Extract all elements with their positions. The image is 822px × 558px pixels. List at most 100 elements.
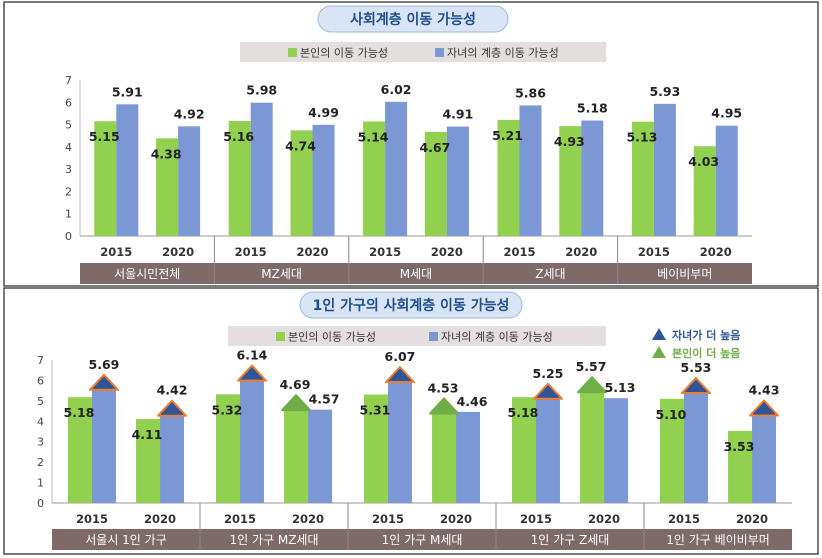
data-label-child: 5.91 [112,84,143,99]
data-label-self: 5.13 [626,130,657,145]
category-group: 1인 가구 MZ세대 5.32 6.14 2015 4.694.57 2020 [199,348,348,550]
x-tick-label: 2020 [440,512,472,526]
y-tick-label: 3 [37,436,44,449]
category-band [200,529,348,550]
category-label: M세대 [400,267,432,281]
bar-child [604,398,629,503]
y-tick-label: 4 [65,141,72,154]
bar-child [312,124,335,236]
category-label: 1인 가구 베이비부머 [666,533,770,547]
x-tick-label: 2015 [369,245,401,259]
marker-self-higher [281,394,312,412]
legend-child-label: 자녀의 계층 이동 가능성 [447,47,559,60]
category-band [80,263,215,284]
x-tick-label: 2020 [565,245,597,259]
category-group: 서울시 1인 가구 5.18 5.69 2015 4.11 4.42 2020 [52,357,200,550]
x-tick-label: 2020 [292,512,324,526]
bar-self [284,407,309,503]
bar-child [752,412,777,503]
x-tick-label: 2015 [100,245,132,259]
marker-child-higher [532,382,563,400]
data-label-child: 6.14 [237,348,268,363]
bar-self [67,397,92,503]
category-group: 서울시민전체 5.15 5.91 2015 4.38 4.92 2020 [80,84,215,284]
bar-self [94,121,117,236]
data-label-child: 5.25 [533,366,564,381]
bar-child [308,409,333,503]
legend-box [228,326,606,346]
y-tick-label: 6 [65,96,72,109]
category-group: 1인 가구 M세대 5.31 6.07 2015 4.534.46 2020 [347,349,496,550]
category-group: 1인 가구 베이비부머 5.10 5.53 2015 3.53 4.43 2020 [643,360,792,550]
category-band [348,263,484,284]
category-band [496,529,644,550]
bar-self [631,121,654,236]
x-tick-label: 2015 [224,512,256,526]
bar-self [728,430,753,503]
legend-self-swatch [276,332,285,341]
y-tick-label: 1 [37,477,44,490]
y-tick-label: 6 [37,374,44,387]
data-label-self: 4.38 [151,146,182,161]
marker-child-higher [384,365,415,383]
category-group: 베이비부머 5.13 5.93 2015 4.03 4.95 2020 [617,84,752,284]
chart-title: 사회계층 이동 가능성 [350,11,476,28]
bar-child [683,390,708,503]
bar-self [497,119,520,236]
data-label-self: 5.15 [89,129,120,144]
data-label-child: 5.93 [649,84,680,99]
chart-title: 1인 가구의 사회계층 이동 가능성 [313,297,510,314]
category-label: 베이비부머 [657,267,712,281]
legend-child-label: 자녀의 계층 이동 가능성 [441,331,553,344]
bar-self [156,138,179,236]
marker-legend-self-icon [652,346,666,358]
bar-child [387,378,412,503]
data-label-child: 6.07 [385,349,416,364]
category-group: M세대 5.14 6.02 2015 4.67 4.91 2020 [348,82,484,284]
category-label: 서울시 1인 가구 [85,533,167,547]
data-label-self: 4.03 [688,154,719,169]
data-label-child: 5.18 [577,101,608,116]
y-tick-label: 7 [37,354,44,367]
marker-legend-child-icon [652,328,666,340]
bar-self [228,121,251,236]
marker-child-higher [157,399,188,417]
category-group: Z세대 5.21 5.86 2015 4.93 5.18 2020 [482,85,618,284]
category-band [52,529,200,550]
bar-self [363,121,386,236]
legend-box [240,42,606,62]
data-label-child: 4.46 [457,394,488,409]
y-tick-label: 1 [65,208,72,221]
data-label-self: 3.53 [724,439,755,454]
bar-child [160,412,185,503]
category-band [214,263,349,284]
data-label-self: 5.18 [508,405,539,420]
bar-child [456,411,481,503]
category-band [348,529,496,550]
bar-self [290,130,313,236]
legend-self-label: 본인의 이동 가능성 [300,47,388,60]
bar-child [91,386,116,503]
x-tick-label: 2015 [668,512,700,526]
data-label-child: 5.13 [605,380,636,395]
y-tick-label: 3 [65,163,72,176]
marker-child-higher [88,373,119,391]
x-tick-label: 2015 [503,245,535,259]
data-label-child: 5.53 [681,360,712,375]
bar-child [239,377,264,503]
bar-self [432,410,457,503]
data-label-child: 4.95 [711,106,742,121]
x-tick-label: 2020 [297,245,329,259]
y-tick-label: 4 [37,415,44,428]
bar-self [580,389,605,503]
x-tick-label: 2015 [520,512,552,526]
x-tick-label: 2020 [162,245,194,259]
y-tick-label: 5 [65,119,72,132]
legend-child-swatch [435,48,444,57]
data-label-self: 5.10 [656,407,687,422]
bar-child [535,395,560,503]
x-tick-label: 2015 [76,512,108,526]
